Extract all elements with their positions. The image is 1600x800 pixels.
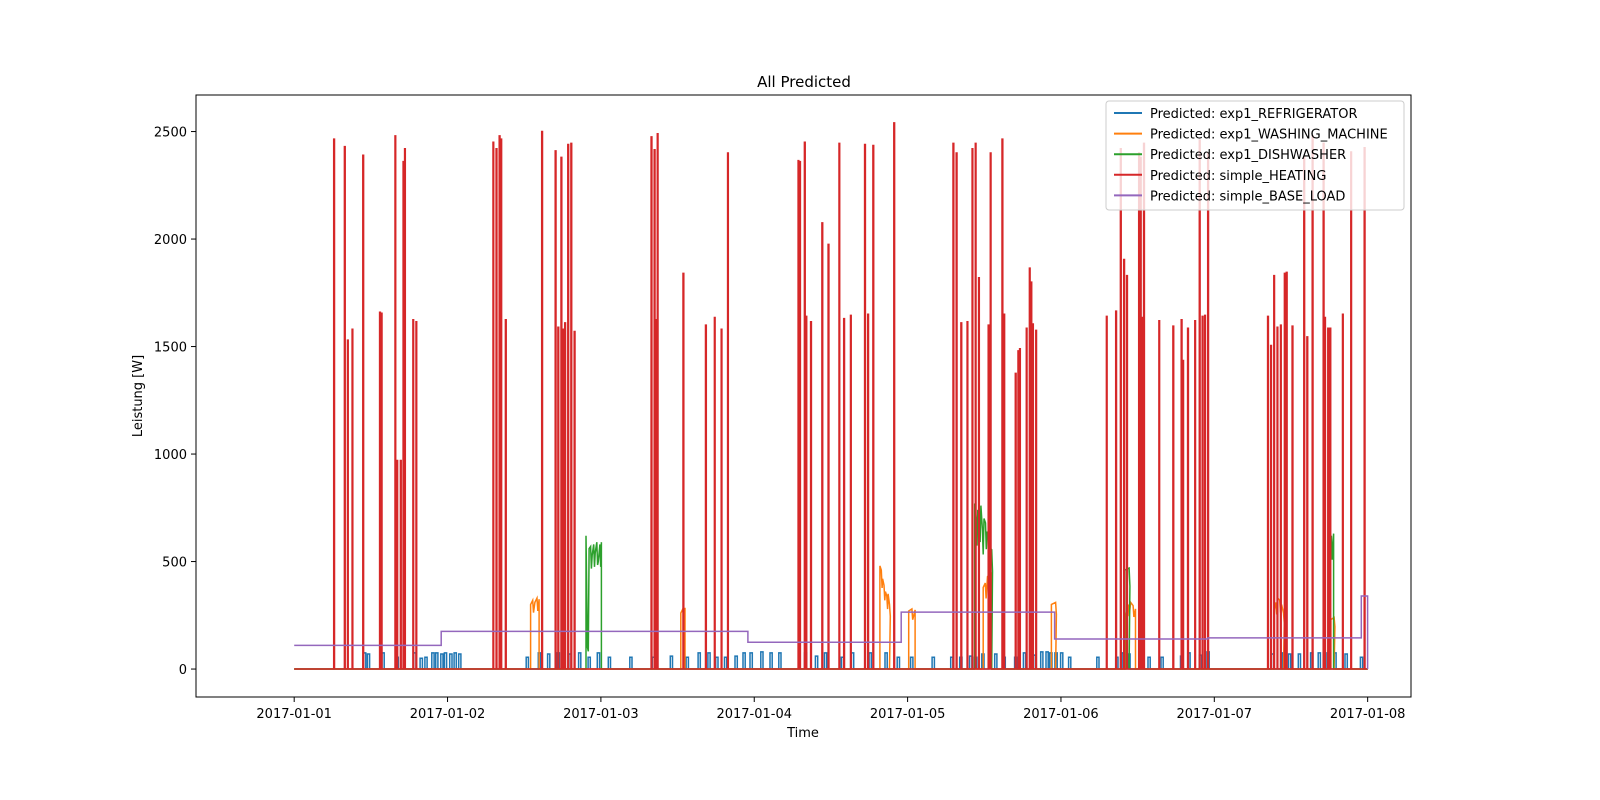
x-axis: 2017-01-01 2017-01-02 2017-01-03 2017-01-04… <box>256 697 1405 722</box>
legend-box <box>1105 100 1405 211</box>
legend-label: Predicted: simple_BASE_LOAD <box>1150 189 1345 204</box>
x-tick-label: 2017-01-05 <box>870 707 946 722</box>
series-exp1-dishwasher <box>294 503 1368 670</box>
legend-item: Predicted: exp1_REFRIGERATOR <box>1114 107 1358 122</box>
legend-label: Predicted: exp1_REFRIGERATOR <box>1150 107 1358 122</box>
x-tick-label: 2017-01-04 <box>716 707 792 722</box>
y-tick-label: 500 <box>162 556 187 571</box>
y-axis: 0 500 1000 1500 2000 2500 <box>154 126 196 678</box>
legend-label: Predicted: simple_HEATING <box>1150 169 1326 184</box>
legend-item: Predicted: exp1_WASHING_MACHINE <box>1114 128 1388 143</box>
series-line-exp1-dishwasher <box>294 503 1368 670</box>
x-tick-label: 2017-01-06 <box>1023 707 1099 722</box>
legend-item: Predicted: exp1_DISHWASHER <box>1114 148 1346 163</box>
x-axis-label: Time <box>786 726 819 741</box>
series-line-simple-base-load <box>294 595 1369 669</box>
x-tick-label: 2017-01-01 <box>256 707 332 722</box>
plot-area <box>195 94 1412 698</box>
legend-label: Predicted: exp1_WASHING_MACHINE <box>1150 128 1388 143</box>
series-layer <box>294 122 1369 670</box>
legend: Predicted: exp1_REFRIGERATOR Predicted: e… <box>1105 100 1405 211</box>
series-simple-heating <box>294 122 1368 670</box>
axes-frame <box>195 94 1412 698</box>
y-tick-label: 1000 <box>154 448 187 463</box>
y-tick-label: 2500 <box>154 126 187 141</box>
legend-item: Predicted: simple_BASE_LOAD <box>1114 189 1345 204</box>
y-tick-label: 0 <box>179 663 187 678</box>
y-tick-label: 1500 <box>154 341 187 356</box>
y-axis-label: Leistung [W] <box>131 355 146 437</box>
legend-item: Predicted: simple_HEATING <box>1114 169 1326 184</box>
chart-title: All Predicted <box>757 73 851 91</box>
y-tick-label: 2000 <box>154 233 187 248</box>
x-tick-label: 2017-01-02 <box>410 707 486 722</box>
legend-label: Predicted: exp1_DISHWASHER <box>1150 148 1346 163</box>
series-simple-base-load <box>294 595 1369 669</box>
x-tick-label: 2017-01-03 <box>563 707 639 722</box>
x-tick-label: 2017-01-07 <box>1177 707 1253 722</box>
series-line-simple-heating <box>294 122 1368 670</box>
x-tick-label: 2017-01-08 <box>1330 707 1406 722</box>
